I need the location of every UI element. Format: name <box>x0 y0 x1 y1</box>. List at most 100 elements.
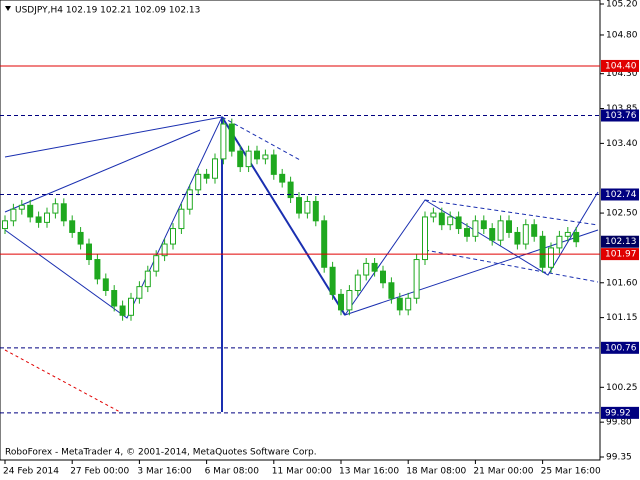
candle-body <box>346 290 353 311</box>
candle-body <box>287 181 294 199</box>
candle-body <box>203 173 210 179</box>
candle-body <box>245 150 252 168</box>
trend-line <box>344 229 599 316</box>
level-label: 99.92 <box>605 408 631 418</box>
footer: RoboForex - MetaTrader 4, © 2001-2014, M… <box>5 448 317 458</box>
candle-body <box>228 123 235 152</box>
x-tick-label: 3 Mar 16:00 <box>137 467 192 477</box>
candle-body <box>354 274 361 292</box>
chart-title: USDJPY,H4 102.19 102.21 102.09 102.13 <box>15 6 200 16</box>
candle-body <box>18 204 25 210</box>
candle-body <box>564 231 571 237</box>
candle-body <box>380 270 386 284</box>
candle-body <box>506 220 512 233</box>
y-tick-label: 104.30 <box>606 69 638 79</box>
candle-body <box>497 220 504 241</box>
x-tick-label: 24 Feb 2014 <box>3 467 59 477</box>
last-price-label: 102.13 <box>605 237 637 247</box>
level-label: 104.40 <box>605 61 637 71</box>
candle-body <box>464 228 470 237</box>
y-tick-label: 103.40 <box>606 139 638 149</box>
candle-body <box>405 297 412 311</box>
y-tick-label: 101.60 <box>606 278 638 288</box>
level-label-box <box>601 248 639 261</box>
candle-body <box>388 282 395 299</box>
last-price-box <box>601 235 639 248</box>
candle-body <box>10 208 17 222</box>
trend-line <box>4 129 201 213</box>
candle-body <box>422 216 428 261</box>
y-tick-label: 99.35 <box>606 453 632 463</box>
level-label-box <box>601 188 639 201</box>
level-label-box <box>601 406 639 419</box>
y-tick-label: 104.80 <box>606 30 638 40</box>
channel-line <box>221 116 301 161</box>
candle-body <box>128 297 134 316</box>
candle-body <box>60 203 67 222</box>
channel-line <box>424 199 599 226</box>
candle-body <box>312 200 319 222</box>
candle-body <box>396 297 403 311</box>
candle-body <box>161 243 168 257</box>
candle-body <box>270 154 277 175</box>
x-tick-label: 6 Mar 08:00 <box>205 467 260 477</box>
candle-body <box>329 266 336 295</box>
candle-body <box>170 228 176 245</box>
candle-body <box>195 173 202 191</box>
candle-body <box>539 235 546 268</box>
level-label-box <box>601 109 639 122</box>
candle-body <box>254 150 260 160</box>
candle-body <box>77 231 84 245</box>
candle-body <box>44 212 50 223</box>
candle-body <box>371 262 378 272</box>
candle-body <box>455 216 462 230</box>
y-tick-label: 99.80 <box>606 418 632 428</box>
x-tick-label: 13 Mar 16:00 <box>339 467 399 477</box>
candle-body <box>35 216 42 223</box>
candle-body <box>111 290 118 307</box>
candle-body <box>573 231 580 243</box>
candle-body <box>178 208 185 230</box>
candle-body <box>262 154 269 160</box>
candle-body <box>220 123 227 160</box>
y-tick-label: 105.20 <box>606 0 638 10</box>
symbol-menu-icon[interactable] <box>5 6 11 11</box>
candle-body <box>94 259 101 280</box>
y-tick-label: 101.15 <box>606 313 638 323</box>
candle-body <box>136 286 143 299</box>
candle-body <box>237 150 244 168</box>
candle-body <box>438 212 445 226</box>
candle-body <box>556 235 563 249</box>
candle-body <box>27 204 34 218</box>
level-label: 102.74 <box>605 190 637 200</box>
candle-body <box>531 224 538 237</box>
x-tick-label: 18 Mar 08:00 <box>406 467 466 477</box>
level-label-box <box>601 59 639 72</box>
candle-body <box>86 243 92 261</box>
candle-body <box>321 220 328 268</box>
x-tick-label: 27 Feb 00:00 <box>70 467 129 477</box>
trend-line <box>221 116 346 316</box>
candle-body <box>2 220 8 230</box>
x-tick-label: 21 Mar 00:00 <box>473 467 533 477</box>
candle-body <box>363 262 370 276</box>
level-label: 100.76 <box>605 343 637 353</box>
candle-body <box>144 270 151 288</box>
trend-line <box>4 116 223 158</box>
candle-body <box>119 305 126 316</box>
y-tick-label: 100.25 <box>606 383 638 393</box>
candle-body <box>186 189 193 210</box>
level-label: 101.97 <box>605 250 637 260</box>
channel-line <box>424 249 599 283</box>
candle-body <box>480 220 487 230</box>
level-label-box <box>601 341 639 354</box>
candle-body <box>489 228 496 241</box>
x-tick-label: 11 Mar 00:00 <box>272 467 332 477</box>
candle-body <box>304 200 311 214</box>
candle-body <box>69 220 76 233</box>
y-tick-label: 103.85 <box>606 104 638 114</box>
candle-body <box>472 220 479 237</box>
candle-body <box>548 247 554 268</box>
y-tick-label: 102.50 <box>606 209 638 219</box>
